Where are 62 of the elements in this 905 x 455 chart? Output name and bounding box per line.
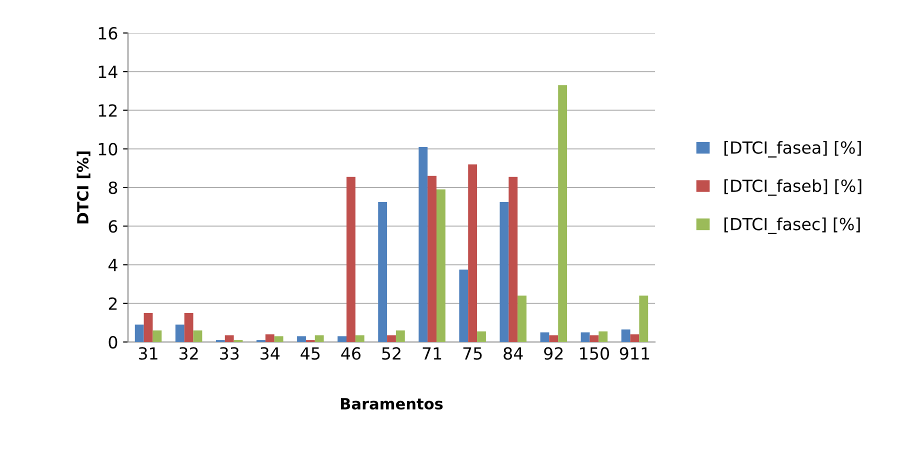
bar [265,334,274,342]
y-tick-label: 0 [108,336,118,349]
y-tick-label: 6 [108,220,118,233]
bar [314,335,324,342]
bar [224,335,234,342]
bar [396,330,405,342]
y-tick-label: 2 [108,297,117,310]
bar [558,85,568,342]
bar [621,329,630,342]
legend-label: [DTCI_faseb] [%] [724,179,862,196]
x-tick-label: 33 [220,347,239,360]
bar [193,330,202,342]
bar [297,336,306,342]
legend-label: [DTCI_fasec] [%] [724,217,860,234]
bar [184,313,194,342]
y-tick-label: 14 [98,66,118,78]
bar [477,331,486,342]
bar [468,164,478,342]
y-axis-title: DTCI [%] [76,152,90,224]
bar [508,176,518,342]
x-tick-label: 75 [463,347,482,360]
x-tick-label: 31 [138,347,158,360]
bar [459,270,468,342]
bar [134,324,144,342]
x-tick-label: 911 [620,347,650,360]
x-tick-label: 71 [422,347,442,360]
bar [590,335,599,342]
y-tick-label: 8 [108,181,118,194]
x-tick-label: 46 [341,347,361,360]
bar [152,330,162,342]
bar [428,176,436,342]
bar [175,324,184,342]
y-tick-label: 10 [98,142,118,156]
x-tick-label: 84 [504,347,523,360]
bar [580,332,590,342]
x-tick-label: 32 [179,347,198,360]
y-tick-label: 16 [98,26,118,40]
x-tick-label: 34 [260,347,280,360]
bar [387,335,396,342]
bar [418,146,428,342]
bar [518,296,526,342]
x-tick-label: 45 [300,347,320,360]
x-tick-label: 92 [544,347,563,360]
bar [549,335,558,342]
legend-label: [DTCI_fasea] [%] [724,140,861,158]
bar [630,334,640,342]
x-axis-title: Baramentos [340,398,443,410]
bar [500,202,509,342]
bar [346,176,356,342]
bar [598,331,608,342]
bar [355,335,364,342]
bar [540,332,550,342]
y-tick-label: 4 [108,258,118,272]
bar [274,336,284,342]
x-tick-label: 150 [580,347,609,360]
bar [144,313,153,342]
x-tick-label: 52 [382,347,400,360]
bar [378,202,388,342]
bar [338,336,346,342]
bar [639,296,648,342]
y-tick-label: 12 [98,104,117,117]
bar [436,189,446,342]
